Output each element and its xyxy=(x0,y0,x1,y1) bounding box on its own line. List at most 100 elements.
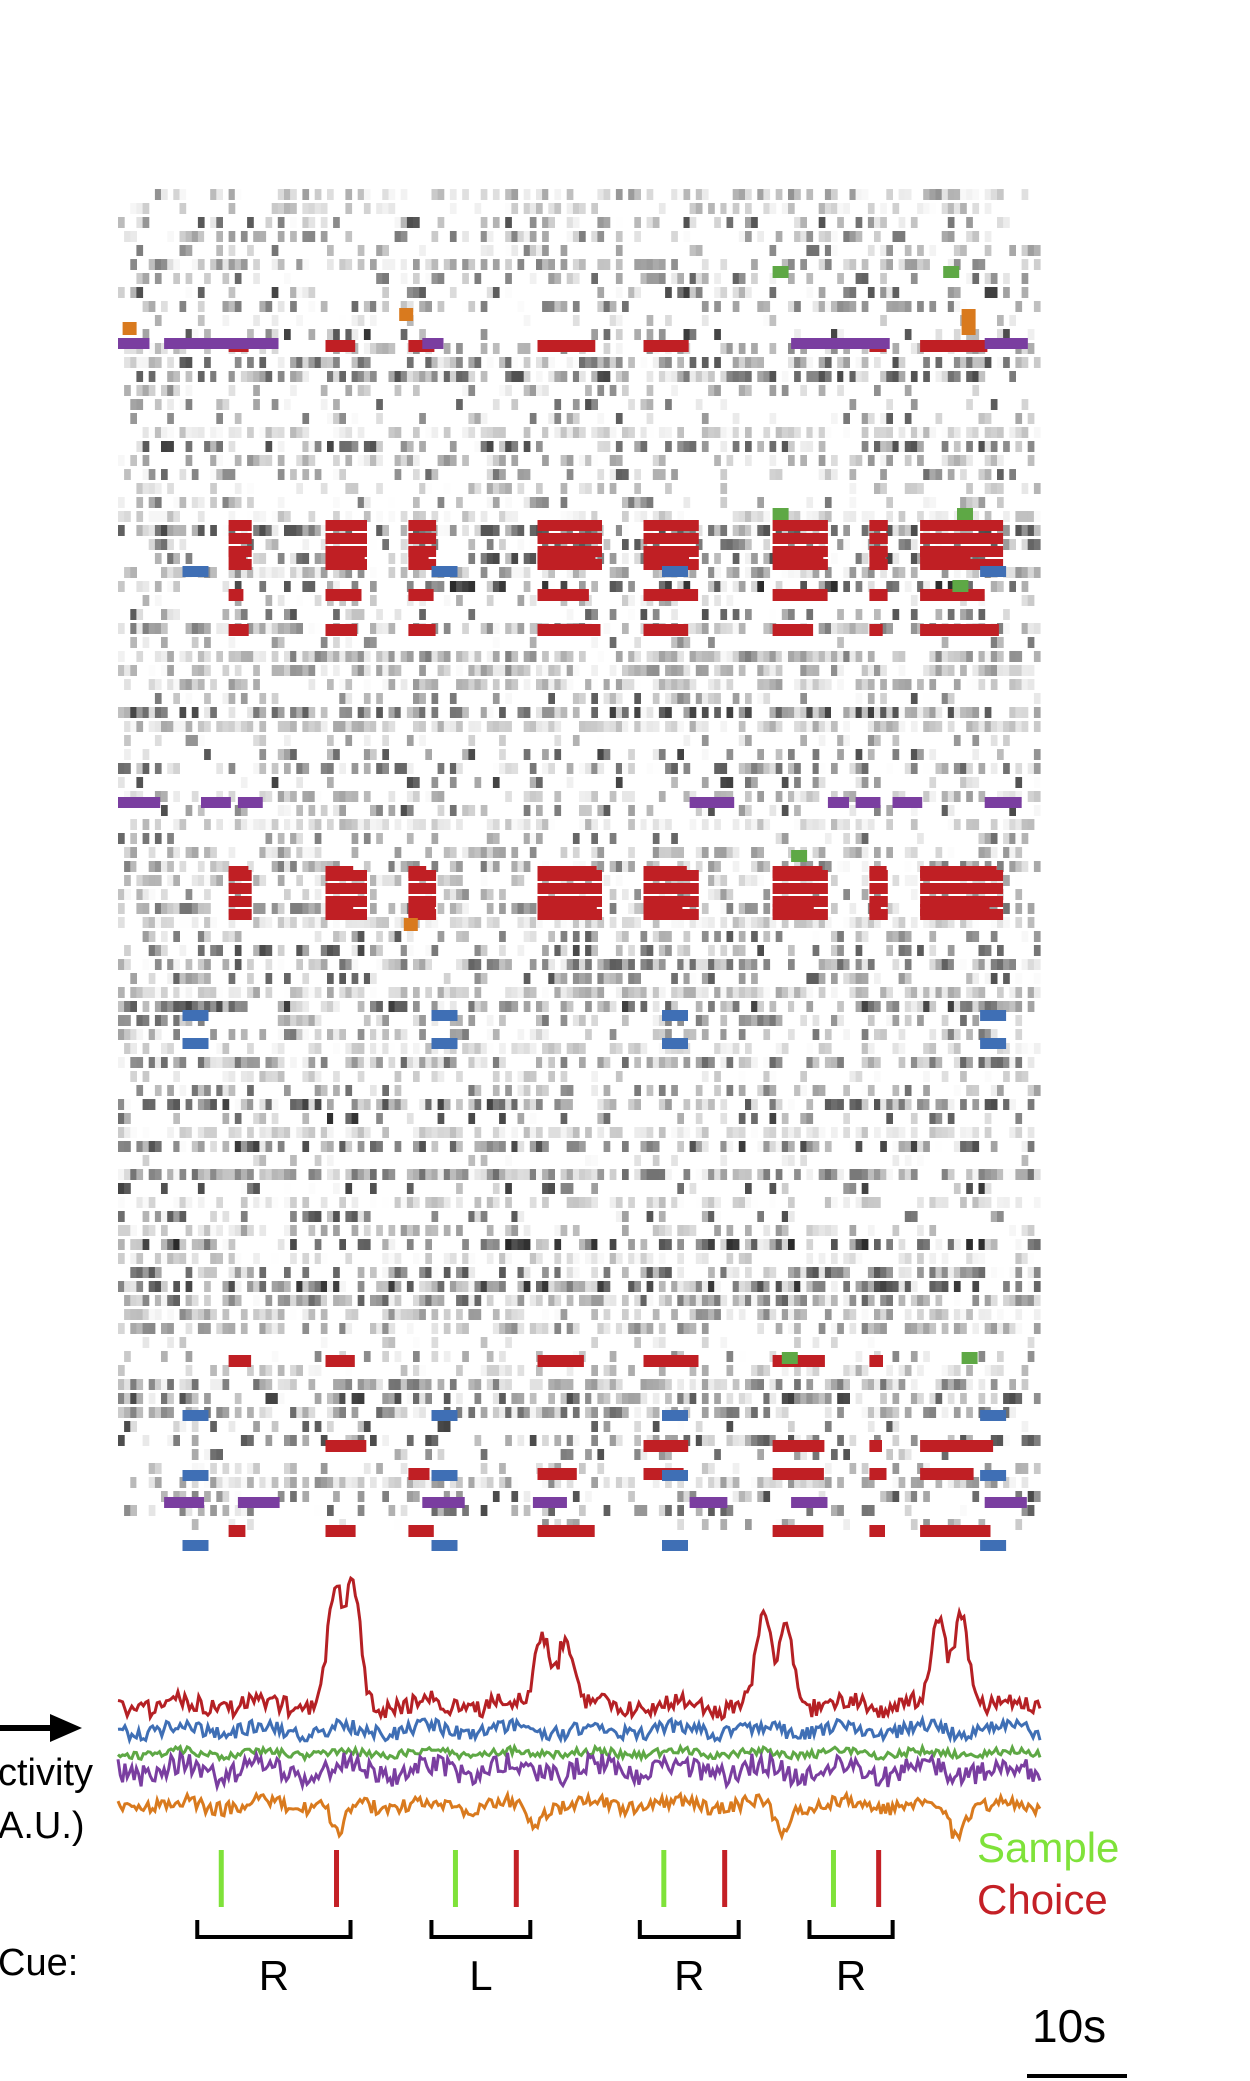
raster-cell xyxy=(1021,819,1029,830)
raster-cell xyxy=(228,497,236,508)
raster-cell xyxy=(1009,721,1016,732)
raster-cell xyxy=(118,525,125,536)
raster-cell xyxy=(867,819,875,830)
raster-cell xyxy=(357,1001,365,1012)
raster-cell xyxy=(831,469,838,480)
raster-cell xyxy=(265,945,273,956)
raster-cell xyxy=(751,1113,758,1124)
raster-cell xyxy=(443,1169,451,1180)
raster-cell xyxy=(228,707,236,718)
raster-cell xyxy=(714,819,721,830)
raster-cell xyxy=(197,427,205,438)
raster-cell xyxy=(603,679,611,690)
raster-cell xyxy=(745,903,752,914)
raster-cell xyxy=(990,539,998,550)
raster-cell xyxy=(296,259,303,270)
raster-cell xyxy=(314,1029,322,1040)
raster-cell xyxy=(296,455,303,466)
raster-cell xyxy=(259,455,267,466)
raster-cell xyxy=(603,721,611,732)
raster-cell xyxy=(566,189,574,200)
raster-cell xyxy=(701,1099,709,1110)
raster-cell xyxy=(818,357,826,368)
raster-cell xyxy=(148,665,156,676)
raster-cell xyxy=(560,1099,568,1110)
raster-cell xyxy=(228,259,236,270)
raster-cell xyxy=(984,707,992,718)
raster-cell xyxy=(308,217,316,228)
raster-cell xyxy=(222,1043,230,1054)
raster-cell xyxy=(861,441,869,452)
raster-cell xyxy=(290,1211,297,1222)
raster-cell xyxy=(597,721,605,732)
raster-cell xyxy=(204,1001,211,1012)
raster-cell xyxy=(831,987,838,998)
raster-cell xyxy=(831,455,838,466)
raster-cell xyxy=(253,623,260,634)
raster-cell xyxy=(542,301,549,312)
raster-cell xyxy=(222,623,230,634)
raster-cell xyxy=(167,1169,174,1180)
raster-cell xyxy=(222,861,230,872)
raster-cell xyxy=(376,1113,383,1124)
raster-cell xyxy=(757,497,764,508)
raster-cell xyxy=(456,1127,463,1138)
raster-cell xyxy=(714,567,721,578)
raster-cell xyxy=(523,1169,531,1180)
raster-cell xyxy=(370,1169,377,1180)
raster-cell xyxy=(689,567,697,578)
raster-cell xyxy=(388,791,396,802)
raster-cell xyxy=(874,231,881,242)
raster-cell xyxy=(935,651,943,662)
raster-cell xyxy=(505,567,512,578)
raster-cell xyxy=(154,1057,162,1068)
raster-cell xyxy=(775,189,783,200)
raster-cell xyxy=(867,651,875,662)
raster-cell xyxy=(677,1197,684,1208)
raster-cell xyxy=(210,497,217,508)
raster-cell xyxy=(529,217,537,228)
raster-cell xyxy=(425,259,432,270)
raster-cell xyxy=(370,595,377,606)
raster-cell xyxy=(781,1141,789,1152)
raster-cell xyxy=(216,217,223,228)
raster-cell xyxy=(382,273,389,284)
raster-cell xyxy=(456,1099,463,1110)
raster-cell xyxy=(910,399,918,410)
raster-cell xyxy=(966,497,973,508)
raster-cell xyxy=(628,665,635,676)
raster-cell xyxy=(154,763,162,774)
raster-cell xyxy=(910,609,918,620)
raster-cell xyxy=(671,371,678,382)
raster-cell xyxy=(210,1211,217,1222)
raster-cell xyxy=(394,763,402,774)
raster-cell xyxy=(1015,1029,1023,1040)
raster-cell xyxy=(775,1057,783,1068)
raster-cell xyxy=(929,1099,937,1110)
raster-cell xyxy=(603,441,611,452)
raster-cell xyxy=(425,273,432,284)
raster-cell xyxy=(837,1099,844,1110)
raster-cell xyxy=(579,889,586,900)
raster-cell xyxy=(560,259,568,270)
raster-cell xyxy=(572,945,580,956)
raster-cell xyxy=(800,567,807,578)
raster-cell xyxy=(763,427,771,438)
raster-cell xyxy=(204,665,211,676)
raster-cell xyxy=(290,189,297,200)
raster-cell xyxy=(960,245,967,256)
raster-cell xyxy=(572,511,580,522)
raster-cell xyxy=(677,637,684,648)
raster-cell xyxy=(966,973,973,984)
raster-cell xyxy=(284,1015,291,1026)
raster-cell xyxy=(308,231,316,242)
raster-cell xyxy=(468,511,476,522)
raster-cell xyxy=(855,945,863,956)
raster-cell xyxy=(333,217,340,228)
raster-cell xyxy=(308,805,316,816)
raster-cell xyxy=(474,273,482,284)
raster-cell xyxy=(486,1197,494,1208)
raster-cell xyxy=(511,357,519,368)
raster-cell xyxy=(603,189,611,200)
raster-cell xyxy=(345,1057,353,1068)
